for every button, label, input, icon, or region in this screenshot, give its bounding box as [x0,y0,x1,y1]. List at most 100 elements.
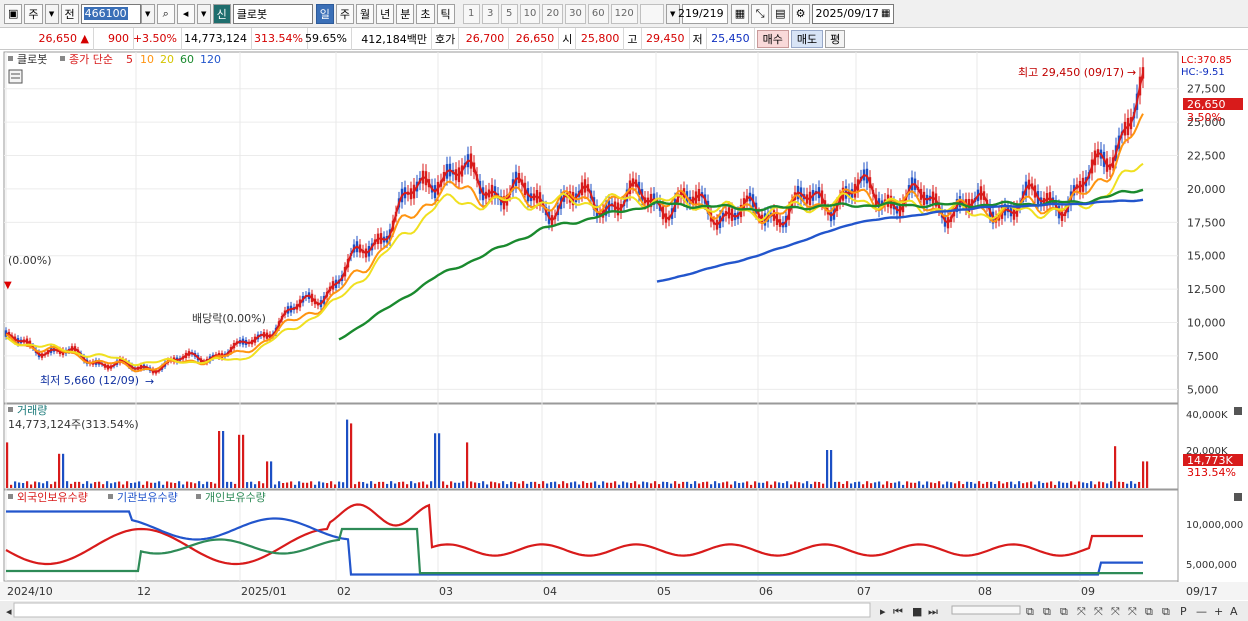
grid-icon[interactable]: ▦ [730,3,750,24]
code-dropdown[interactable]: ▼ [140,3,155,24]
volume-bar [338,481,341,488]
buy-button[interactable]: 매수 [756,29,789,48]
price-axis-label: 5,000 [1187,383,1219,396]
volume-bar [22,483,25,488]
measure4-icon[interactable]: ⤧ [1128,605,1137,618]
period-minute[interactable]: 분 [396,3,415,24]
crosshair-icon[interactable]: ⤡ [751,3,770,24]
volume-close-icon[interactable] [1234,407,1242,415]
scroll-track[interactable] [13,602,871,618]
volume-bar [318,481,321,488]
volume-bar [422,481,425,488]
market-dropdown[interactable]: ▼ [44,3,59,24]
measure-icon[interactable]: ⤧ [1077,605,1086,618]
stock-chart[interactable]: 클로봇 종가 단순 5 10 20 60 120 최고 29,450 (09/1… [0,50,1248,621]
minute-120[interactable]: 120 [610,3,638,24]
period-second[interactable]: 초 [416,3,435,24]
layout-icon[interactable]: ▣ [4,3,23,24]
zoom-slider[interactable] [951,605,1021,615]
zoom-box-icon[interactable]: ⧉ [1026,605,1034,618]
custom-interval-field[interactable] [639,3,664,24]
rewind-icon[interactable]: ⏮ [893,605,903,618]
volume-value: 14,773,124 [182,27,252,50]
copy2-icon[interactable]: ⧉ [1162,605,1170,618]
minute-20[interactable]: 20 [542,3,564,24]
calculator-icon[interactable] [8,69,23,84]
volume-bar [454,482,457,488]
volume-bar [410,481,413,488]
holding-close-icon[interactable] [1234,493,1242,501]
zoom-box2-icon[interactable]: ⧉ [1043,605,1051,618]
average-button[interactable]: 평 [825,29,846,48]
volume-bar [418,482,421,488]
volume-bar [890,482,893,488]
stock-name-field[interactable]: 클로봇 [232,3,313,24]
market-button[interactable]: 주 [24,3,43,24]
legend-marker-icon [8,494,13,499]
legend-ma-120[interactable]: 120 [200,53,221,66]
volume-bar [62,453,65,488]
search-icon[interactable]: ⌕ [156,3,175,24]
minute-5[interactable]: 5 [500,3,518,24]
stop-icon[interactable]: ■ [912,605,922,618]
measure2-icon[interactable]: ⤧ [1094,605,1103,618]
minute-1[interactable]: 1 [462,3,480,24]
legend-marker-icon [8,407,13,412]
legend-ma-5[interactable]: 5 [126,53,133,66]
gear-icon[interactable]: ⚙ [791,3,810,24]
minute-10[interactable]: 10 [519,3,541,24]
volume-bar [606,482,609,488]
stock-code-input[interactable]: 466100 [80,3,141,24]
scroll-right-icon[interactable]: ▸ [880,605,886,618]
volume-bar [802,483,805,488]
period-week[interactable]: 주 [335,3,355,24]
font-size-icon[interactable]: A [1230,605,1238,618]
volume-bar [986,481,989,488]
price-axis: 27,500 25,000 22,500 20,000 17,500 15,000 12,5… [1187,83,1226,397]
save-icon[interactable]: ▤ [771,3,790,24]
price-tag-label: 26,650 [1187,98,1226,111]
volume-bar [818,482,821,488]
scroll-left-icon[interactable]: ◂ [6,605,12,618]
time-axis-label: 03 [439,585,453,598]
minute-60[interactable]: 60 [587,3,609,24]
legend-ma-60[interactable]: 60 [180,53,194,66]
date-field[interactable]: 2025/09/17 ▦ [811,3,894,24]
zoom-out-icon[interactable]: — [1196,605,1207,618]
volume-bar [250,481,253,488]
period-year[interactable]: 년 [376,3,395,24]
volume-bar [642,481,645,488]
time-axis-bar [0,582,1248,600]
count-field[interactable]: 219/219 [678,3,728,24]
period-day[interactable]: 일 [315,3,334,24]
period-tick[interactable]: 틱 [436,3,455,24]
time-axis-label: 02 [337,585,351,598]
measure3-icon[interactable]: ⤧ [1111,605,1120,618]
volume-bar [830,450,833,488]
volume-bar [82,483,85,488]
speaker-dropdown[interactable]: ▼ [196,3,211,24]
copy-icon[interactable]: ⧉ [1145,605,1153,618]
volume-bar [554,481,557,488]
high-label: 고 [624,27,642,50]
volume-bar [1074,484,1077,488]
prev-button[interactable]: 전 [60,3,79,24]
period-month[interactable]: 월 [356,3,375,24]
plus-icon[interactable]: + [1214,605,1223,618]
forward-icon[interactable]: ⏭ [928,605,938,618]
zoom-box3-icon[interactable]: ⧉ [1060,605,1068,618]
sell-button[interactable]: 매도 [790,29,824,48]
calendar-icon[interactable]: ▦ [881,8,891,19]
legend-ma-10[interactable]: 10 [140,53,154,66]
legend-ma-20[interactable]: 20 [160,53,174,66]
volume-bar [1126,483,1129,488]
speaker-icon[interactable]: ◂ [176,3,195,24]
minute-3[interactable]: 3 [481,3,499,24]
minute-30[interactable]: 30 [565,3,586,24]
interval-dropdown[interactable]: ▼ [665,3,680,24]
volume-bar [1006,482,1009,488]
volume-bar [370,481,373,488]
volume-value-label: 14,773,124주(313.54%) [8,418,139,431]
volume-bar [170,482,173,488]
zoom-in-icon[interactable]: P [1180,605,1187,618]
